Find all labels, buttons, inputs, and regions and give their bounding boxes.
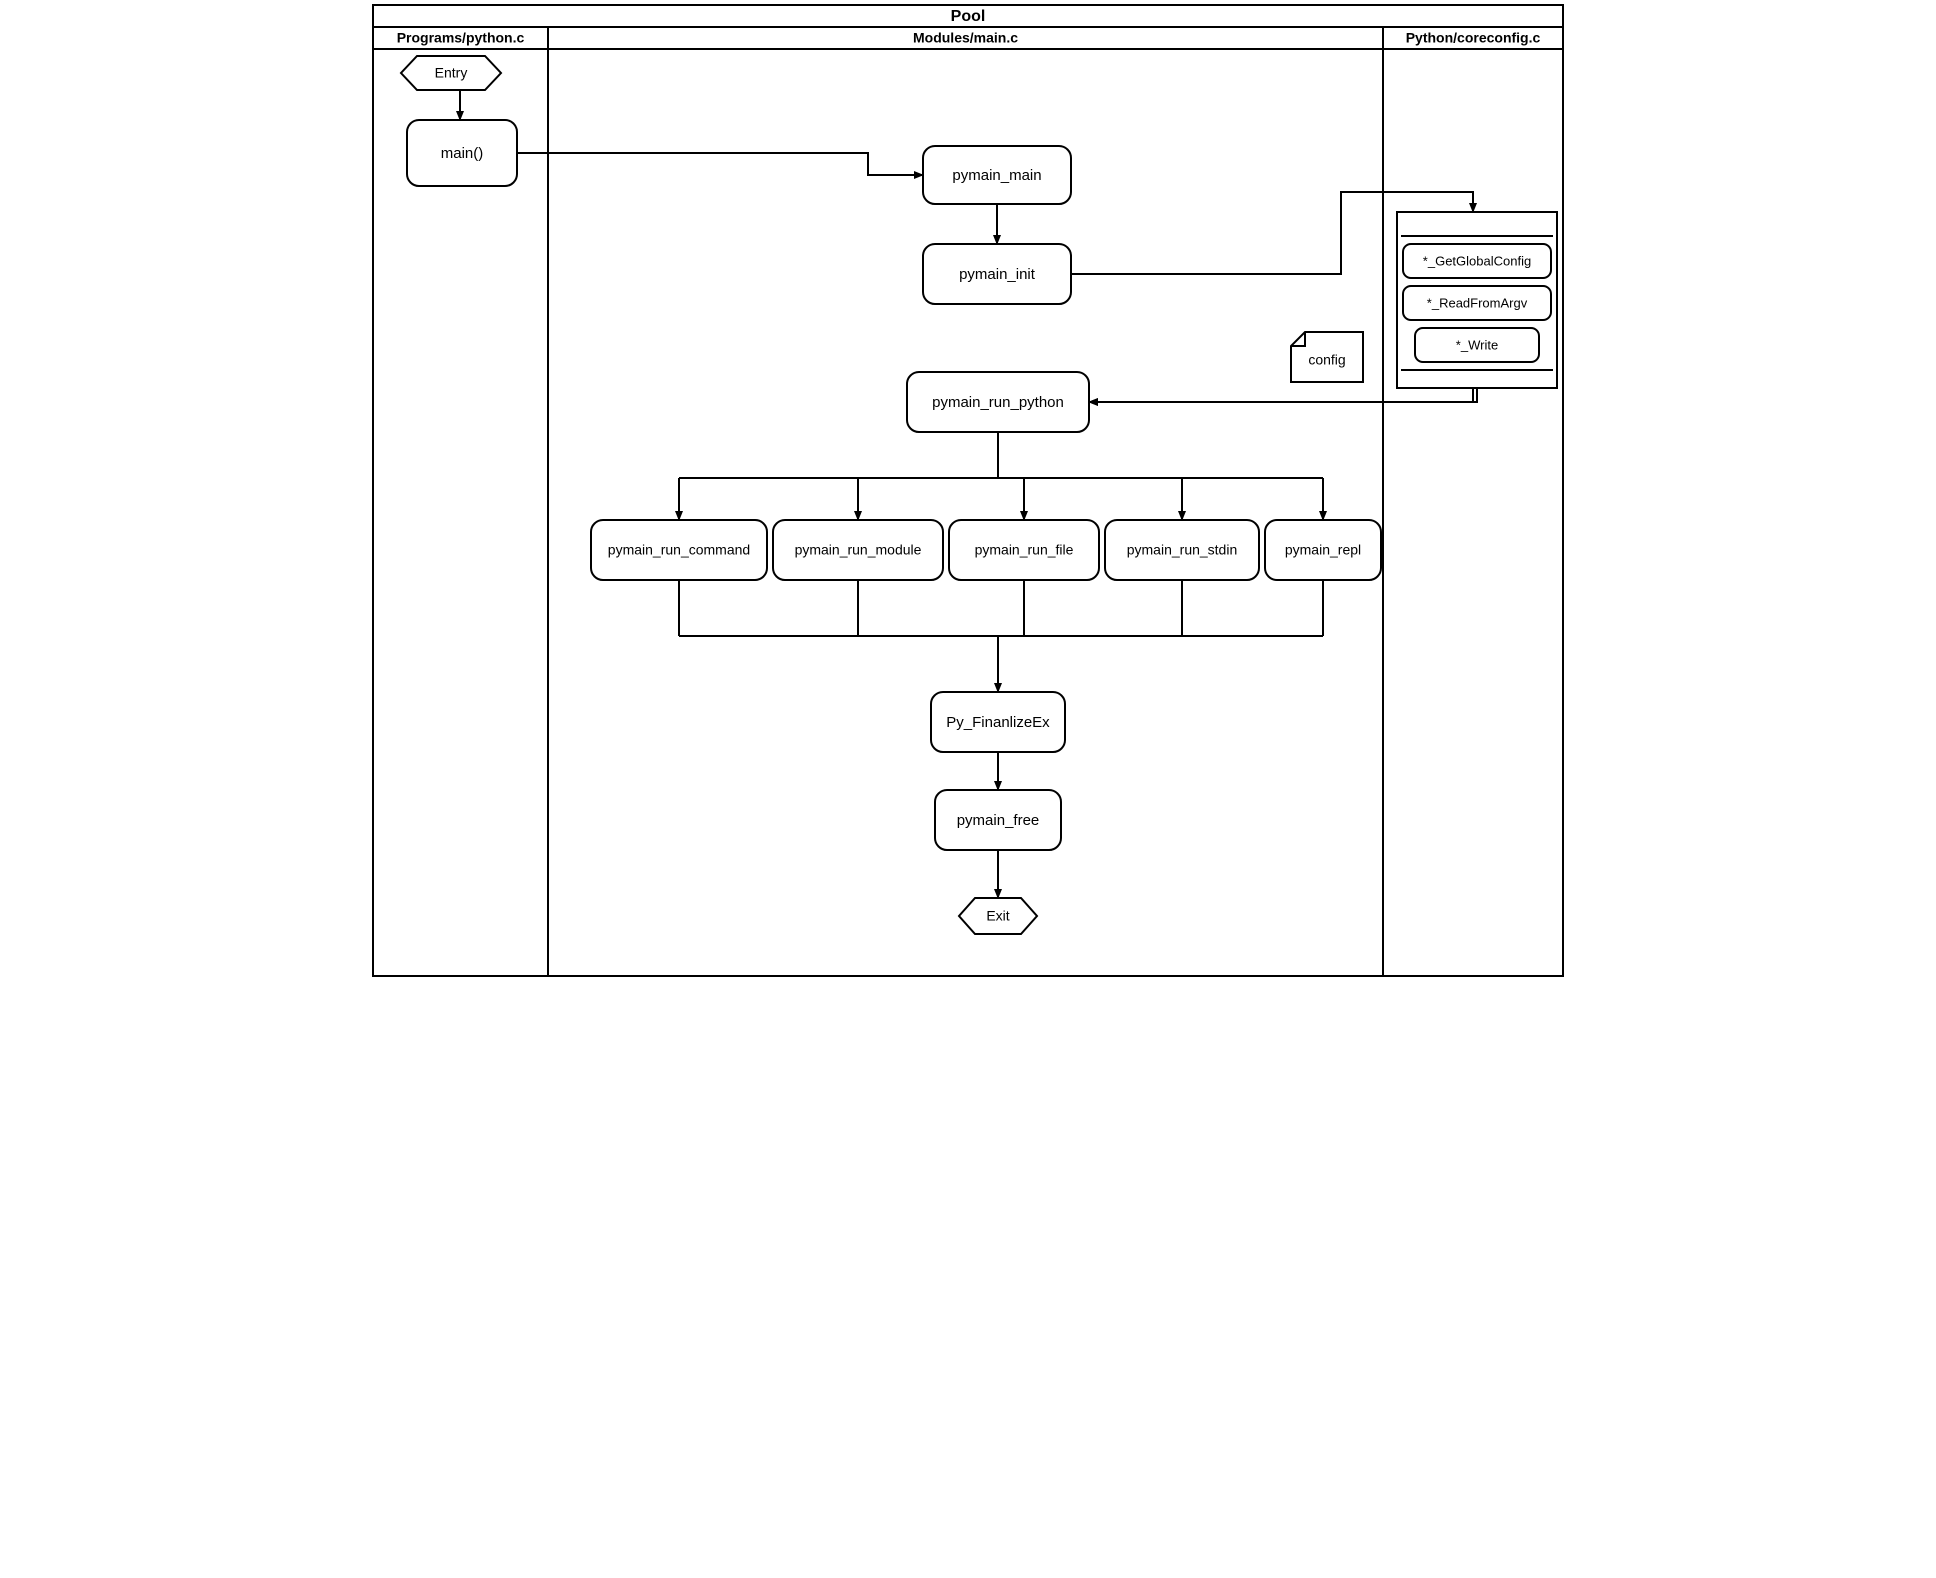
node-label-write: *_Write [1456,337,1498,352]
lane-header-text: Python/coreconfig.c [1406,30,1541,46]
pool-title: Pool [951,8,986,25]
node-label-run_module: pymain_run_module [795,542,922,558]
node-label-main: main() [441,145,484,162]
lane-header-text: Programs/python.c [397,30,525,46]
node-label-run_python: pymain_run_python [932,394,1064,411]
edge-e-main-pymain [517,153,923,175]
node-label-finalize: Py_FinanlizeEx [946,714,1050,731]
lane-header-text: Modules/main.c [913,30,1018,46]
lane-body-lane-programs [373,49,548,976]
flowchart-svg: Pool Programs/python.c Modules/main.c Pytho… [363,0,1573,986]
node-label-readargv: *_ReadFromArgv [1427,295,1528,310]
node-label-run_file: pymain_run_file [975,542,1074,558]
node-label-config: config [1308,352,1345,368]
node-label-repl: pymain_repl [1285,542,1361,558]
node-label-pymain_free: pymain_free [957,812,1040,829]
node-label-exit: Exit [986,908,1009,924]
edge-core-to-runpython [1089,388,1477,402]
edge-e-core-config [1089,388,1473,402]
node-label-run_stdin: pymain_run_stdin [1127,542,1238,558]
node-label-getglobal: *_GetGlobalConfig [1423,253,1531,268]
lane-body-lane-python [1383,49,1563,976]
node-label-pymain_init: pymain_init [959,266,1036,283]
node-label-entry: Entry [435,65,468,81]
node-label-pymain_main: pymain_main [952,167,1041,184]
flowchart-canvas: Pool Programs/python.c Modules/main.c Pytho… [363,0,1573,986]
node-label-run_command: pymain_run_command [608,542,750,558]
